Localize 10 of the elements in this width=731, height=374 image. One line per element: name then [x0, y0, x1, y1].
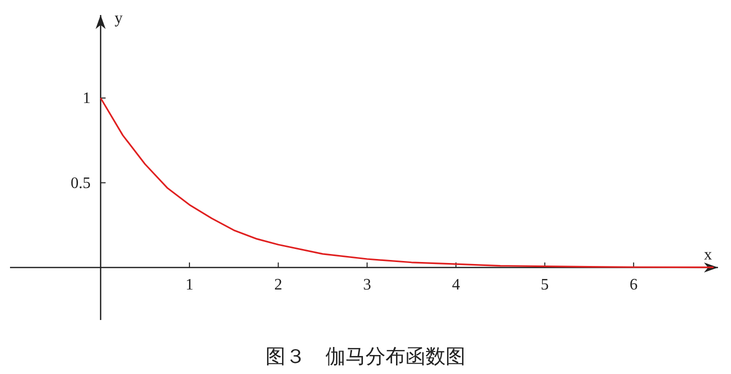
y-tick-label: 0.5	[70, 174, 91, 192]
text: 图３ 伽马分布函数图	[266, 346, 466, 368]
x-axis-title: x	[704, 246, 712, 264]
x-tick-label: 3	[363, 276, 372, 294]
x-tick-label: 6	[630, 276, 638, 294]
x-tick-label: 1	[185, 276, 194, 294]
y-axis-title: y	[114, 10, 123, 27]
x-tick-label: 5	[540, 276, 549, 294]
x-tick-label: 2	[274, 276, 282, 294]
x-tick-label: 4	[452, 276, 460, 294]
